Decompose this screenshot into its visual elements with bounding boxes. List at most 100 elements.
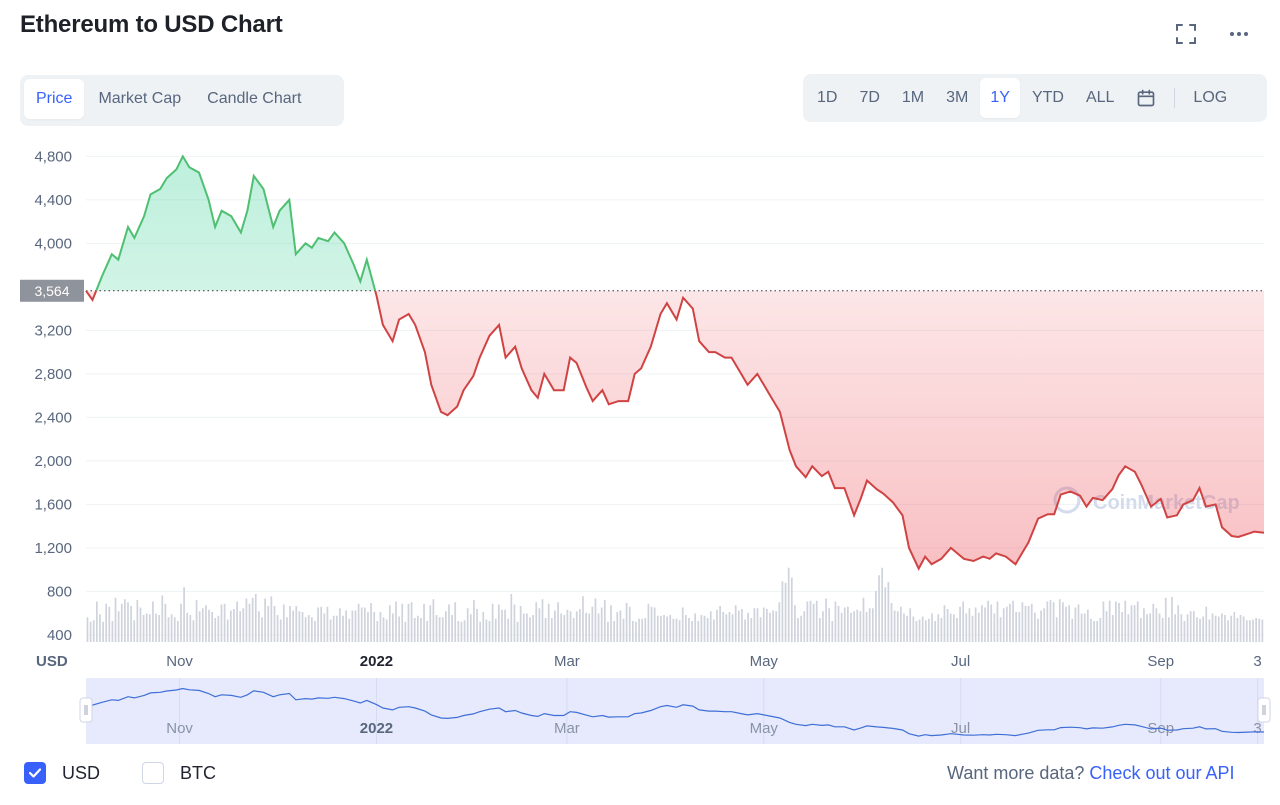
api-link[interactable]: Check out our API [1089,763,1235,783]
calendar-button[interactable] [1126,78,1166,118]
volume-bar [1099,618,1102,642]
volume-bar [775,611,778,642]
navigator-selection[interactable] [86,678,1264,744]
volume-bar [1058,599,1061,642]
volume-bar [497,604,500,642]
volume-bar [286,617,288,642]
more-horizontal-icon[interactable] [1227,22,1251,46]
volume-bar [641,618,644,642]
btc-toggle[interactable]: BTC [142,762,216,784]
volume-bar [977,612,980,642]
volume-bar [722,612,725,642]
volume-bar [245,598,248,642]
volume-bar [628,606,631,642]
volume-bar [127,602,129,642]
volume-bar [1214,615,1217,642]
volume-bar [1202,616,1205,642]
volume-bar [254,594,257,642]
volume-bar [1093,621,1095,642]
navigator-left-handle[interactable] [79,697,93,723]
volume-bar [1233,612,1236,642]
check-icon [28,768,42,778]
volume-bar [1152,603,1155,642]
volume-bar [962,601,965,642]
volume-bar [99,614,101,642]
range-1d[interactable]: 1D [817,89,838,106]
volume-bar [201,608,204,642]
volume-bar [762,607,765,642]
usd-toggle[interactable]: USD [24,762,100,784]
volume-bar [1249,620,1251,642]
range-navigator[interactable]: Nov 2022 Mar May Jul Sep 3 [79,678,1271,744]
y-tick-label: 4,000 [34,235,72,252]
volume-bar [1124,600,1127,642]
volume-bar [1068,605,1071,642]
volume-bar [1027,606,1030,642]
volume-bar [1130,605,1133,642]
volume-bar [360,607,363,642]
volume-bar [120,603,123,642]
volume-bar [208,609,210,642]
volume-bar [669,615,672,642]
volume-bar [787,567,790,642]
volume-bar [136,600,139,642]
svg-text:3,564: 3,564 [34,283,69,299]
volume-bar [1049,600,1052,642]
navigator-right-handle[interactable] [1257,697,1271,723]
volume-bar [1118,603,1120,642]
volume-bar [345,610,347,642]
log-scale-toggle[interactable]: LOG [1193,89,1228,106]
volume-bar [335,615,338,642]
volume-bar [180,603,182,642]
volume-bar [229,610,232,642]
volume-bar [1199,618,1201,642]
volume-bar [859,611,862,642]
volume-bar [89,621,92,642]
usd-checkbox[interactable] [24,762,46,784]
tab-price[interactable]: Price [24,79,85,119]
range-7d[interactable]: 7D [859,89,880,106]
volume-bar [441,617,444,642]
volume-bar [647,603,650,642]
volume-bar [320,606,323,642]
volume-bar [1239,615,1242,642]
volume-bar [650,606,653,642]
range-ytd[interactable]: YTD [1031,89,1064,106]
baseline-label: 3,564 [20,279,84,302]
volume-bar [728,612,731,642]
volume-bar [1055,617,1058,642]
volume-bar [152,601,154,642]
range-1y[interactable]: 1Y [980,78,1020,118]
volume-bar [806,601,809,642]
y-axis: 400 800 1,200 1,600 2,000 2,400 2,800 3,200 4,00… [34,148,72,644]
range-1m[interactable]: 1M [901,89,925,106]
volume-bar [1040,610,1042,642]
volume-bar [681,607,684,642]
range-all[interactable]: ALL [1085,89,1115,106]
volume-bar [591,606,594,642]
volume-bar [1149,613,1152,642]
volume-bar [1133,605,1136,642]
volume-bar [594,598,597,642]
volume-bar [469,614,472,642]
volume-bar [572,618,575,642]
volume-bar [1121,612,1123,642]
volume-bar [600,607,603,642]
expand-icon[interactable] [1174,22,1198,46]
volume-bar [323,613,326,642]
volume-bar [772,610,774,642]
tab-market-cap[interactable]: Market Cap [98,90,182,107]
volume-bar [1115,601,1117,642]
volume-bar [603,600,606,642]
tab-candle-chart[interactable]: Candle Chart [207,90,302,107]
area-below-baseline [86,290,1264,569]
volume-bar [292,610,295,642]
navigator-tick-label: Jul [951,720,970,737]
volume-bar [133,620,136,642]
btc-checkbox[interactable] [142,762,164,784]
volume-bar [544,618,547,642]
volume-bar [173,617,176,642]
volume-bar [164,603,167,642]
range-3m[interactable]: 3M [946,89,969,106]
